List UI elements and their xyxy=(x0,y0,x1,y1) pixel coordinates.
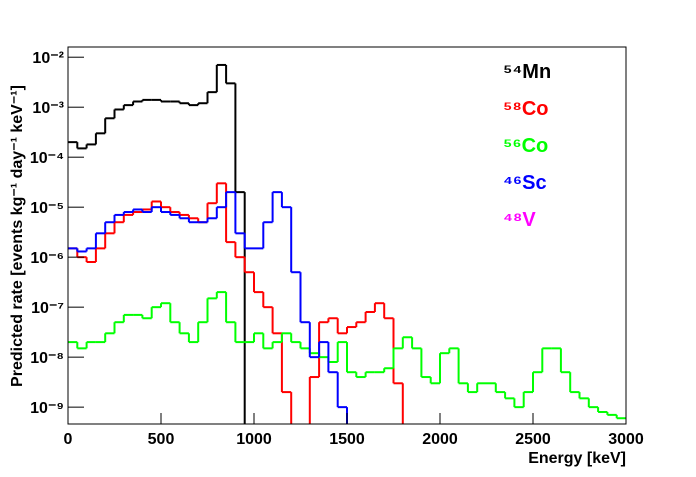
y-tick-label: 10⁻² xyxy=(32,50,64,67)
legend-entry: ⁵⁴Mn xyxy=(503,61,551,83)
x-axis-label: Energy [keV] xyxy=(528,450,626,467)
y-tick-label: 10⁻⁵ xyxy=(30,200,64,217)
x-tick-label: 2500 xyxy=(515,431,551,448)
x-tick-label: 1000 xyxy=(236,431,272,448)
legend-entry: ⁵⁸Co xyxy=(503,98,549,120)
x-tick-label: 2000 xyxy=(422,431,458,448)
y-tick-label: 10⁻³ xyxy=(32,100,64,117)
x-tick-label: 1500 xyxy=(329,431,365,448)
x-tick-label: 0 xyxy=(64,431,73,448)
y-tick-label: 10⁻⁹ xyxy=(30,400,64,417)
y-tick-label: 10⁻⁸ xyxy=(30,350,64,367)
y-tick-label: 10⁻⁶ xyxy=(30,250,64,267)
plot-area xyxy=(68,63,626,424)
y-axis-label: Predicted rate [events kg⁻¹ day⁻¹ keV⁻¹] xyxy=(9,85,26,387)
legend-entry: ⁵⁶Co xyxy=(503,135,548,157)
y-tick-label: 10⁻⁴ xyxy=(30,150,64,167)
legend-entry: ⁴⁸V xyxy=(503,209,536,231)
y-tick-label: 10⁻⁷ xyxy=(31,300,64,317)
legend-entry: ⁴⁶Sc xyxy=(503,172,547,194)
x-tick-label: 500 xyxy=(148,431,175,448)
x-tick-label: 3000 xyxy=(608,431,644,448)
